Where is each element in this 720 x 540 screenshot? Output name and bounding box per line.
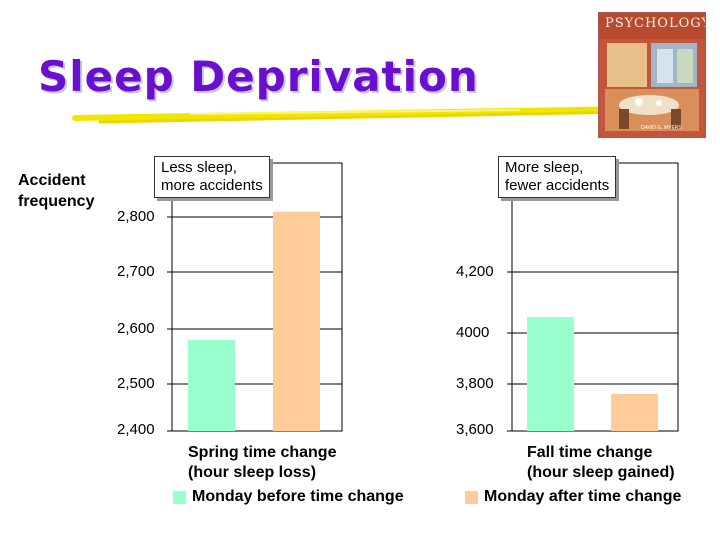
bar-before (188, 340, 235, 431)
title-underline (72, 105, 703, 124)
y-tick-label: 4,200 (456, 263, 494, 280)
legend-item-before: Monday before time change (173, 488, 404, 506)
annotation-more-sleep: More sleep, fewer accidents (498, 156, 617, 198)
page-title: Sleep Deprivation (38, 52, 479, 101)
y-tick-label: 3,600 (456, 421, 494, 438)
bar-before (527, 317, 574, 431)
y-tick-label: 3,800 (456, 375, 494, 392)
y-tick-label: 4000 (456, 324, 490, 341)
book-author: DAVID G. MYERS (641, 125, 682, 131)
legend-swatch-after (465, 490, 478, 504)
y-axis-label: Accident frequency (18, 172, 95, 210)
bar-after (273, 211, 320, 431)
legend-label-before: Monday before time change (192, 488, 404, 505)
book-title: PSYCHOLOGY (605, 16, 706, 31)
y-tick-label: 2,700 (117, 263, 155, 280)
book-cover-image: PSYCHOLOGY DAVID G. MYERS (598, 12, 706, 138)
category-label-fall: Fall time change (hour sleep gained) (527, 444, 675, 481)
legend-swatch-before (173, 490, 186, 504)
legend-label-after: Monday after time change (484, 488, 682, 505)
annotation-less-sleep: Less sleep, more accidents (154, 156, 270, 198)
y-tick-label: 2,600 (117, 320, 155, 337)
y-tick-label: 2,400 (117, 421, 155, 438)
y-tick-label: 2,800 (117, 208, 155, 225)
bar-after (611, 393, 658, 431)
book-cover-art (599, 13, 705, 137)
y-tick-label: 2,500 (117, 375, 155, 392)
legend-item-after: Monday after time change (465, 488, 681, 506)
category-label-spring: Spring time change (hour sleep loss) (188, 444, 337, 481)
